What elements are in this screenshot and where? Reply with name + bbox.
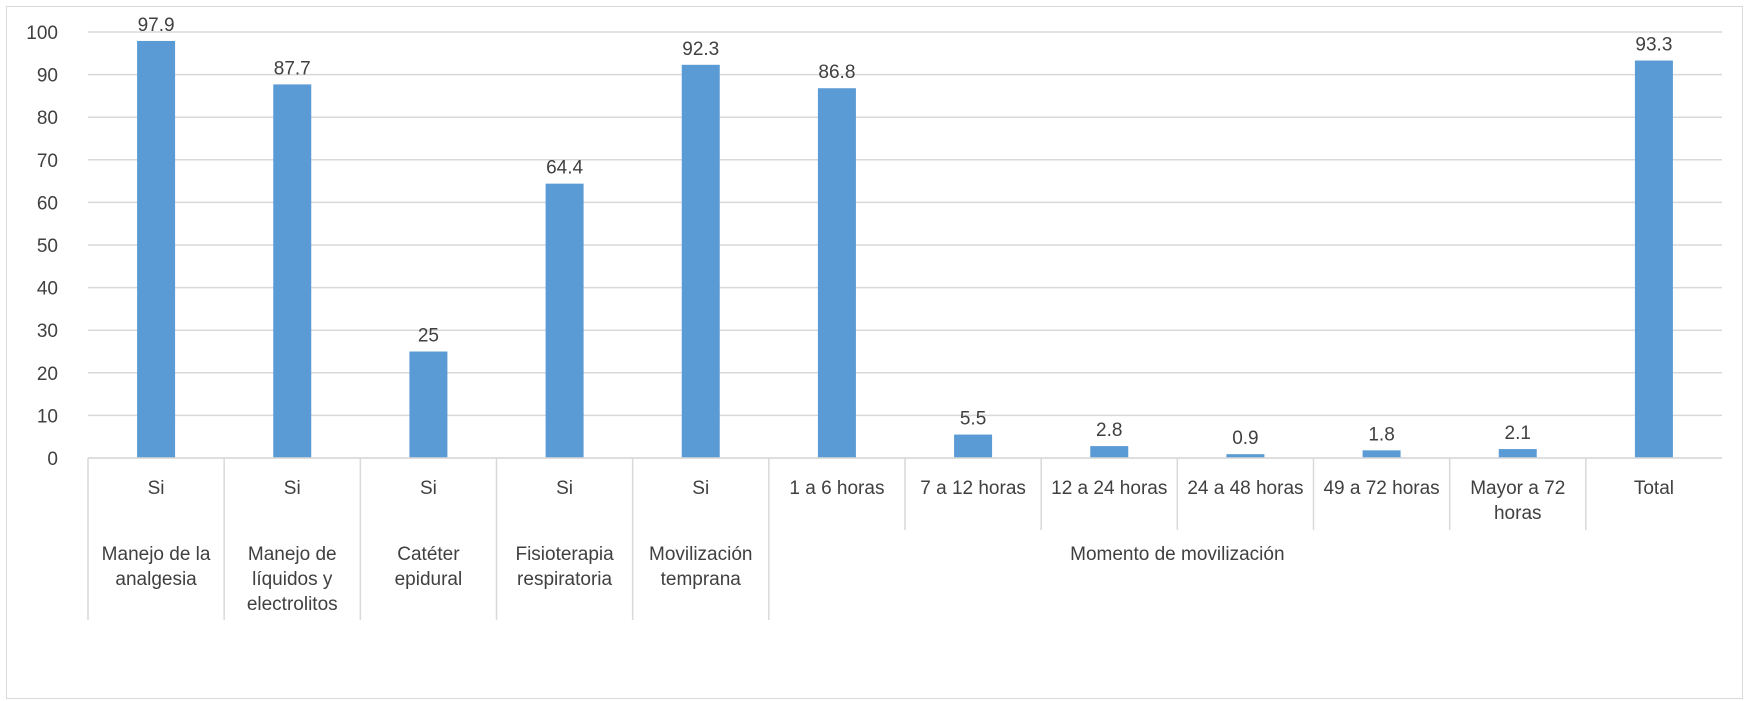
data-label: 25 bbox=[418, 326, 439, 347]
group-label: Manejo de la bbox=[102, 544, 211, 565]
y-tick-label: 10 bbox=[37, 406, 58, 427]
data-label: 64.4 bbox=[546, 158, 583, 179]
group-label: analgesia bbox=[115, 569, 197, 590]
gridlines bbox=[88, 31, 1722, 459]
chart-frame bbox=[6, 6, 1743, 699]
bar bbox=[137, 40, 176, 459]
y-tick-label: 30 bbox=[37, 321, 58, 342]
y-tick-label: 60 bbox=[37, 193, 58, 214]
x-tick-label: 7 a 12 horas bbox=[920, 478, 1026, 499]
group-label: temprana bbox=[661, 569, 742, 590]
data-label: 5.5 bbox=[960, 409, 986, 430]
bar bbox=[1226, 454, 1265, 458]
group-label: epidural bbox=[395, 569, 463, 590]
x-tick-label: Total bbox=[1634, 478, 1674, 499]
y-tick-label: 70 bbox=[37, 151, 58, 172]
bar bbox=[954, 434, 993, 458]
y-tick-label: 50 bbox=[37, 236, 58, 257]
group-label: líquidos y bbox=[252, 569, 333, 590]
y-tick-label: 40 bbox=[37, 279, 58, 300]
x-tick-label: 24 a 48 horas bbox=[1187, 478, 1303, 499]
x-axis: Manejo de la analgesia Manejo de líquidos y… bbox=[87, 457, 1722, 620]
group-label: electrolitos bbox=[247, 594, 338, 615]
x-tick-label: Si bbox=[284, 478, 301, 499]
data-label: 86.8 bbox=[818, 62, 855, 83]
bar bbox=[1090, 446, 1129, 458]
y-axis: 0 10 20 30 40 50 60 70 80 90 100 bbox=[26, 23, 58, 470]
bar bbox=[1498, 449, 1537, 458]
bar bbox=[817, 88, 856, 459]
group-label: respiratoria bbox=[517, 569, 612, 590]
group-label: Fisioterapia bbox=[515, 544, 614, 565]
data-label: 2.8 bbox=[1096, 420, 1122, 441]
y-tick-label: 80 bbox=[37, 108, 58, 129]
x-tick-label: 12 a 24 horas bbox=[1051, 478, 1167, 499]
x-tick-label: Mayor a 72 bbox=[1470, 478, 1565, 499]
x-tick-label: 1 a 6 horas bbox=[789, 478, 884, 499]
group-label: Manejo de bbox=[248, 544, 337, 565]
group-label: Movilización bbox=[649, 544, 752, 565]
bar bbox=[409, 351, 448, 458]
bar bbox=[681, 64, 720, 458]
bar bbox=[1634, 60, 1673, 459]
group-label: Momento de movilización bbox=[1070, 544, 1284, 565]
y-tick-label: 20 bbox=[37, 364, 58, 385]
bar bbox=[1362, 450, 1401, 458]
y-tick-label: 90 bbox=[37, 66, 58, 87]
x-tick-label: horas bbox=[1494, 503, 1542, 524]
bar bbox=[273, 84, 312, 458]
data-labels: 97.9 87.7 25 64.4 92.3 86.8 5.5 2.8 0.9 1.8 2.1 93.… bbox=[138, 15, 1673, 449]
y-tick-label: 0 bbox=[47, 449, 58, 470]
data-label: 92.3 bbox=[682, 39, 719, 60]
data-label: 93.3 bbox=[1635, 35, 1672, 56]
data-label: 97.9 bbox=[138, 15, 175, 36]
x-tick-label: Si bbox=[556, 478, 573, 499]
bars bbox=[137, 40, 1673, 459]
y-tick-label: 100 bbox=[26, 23, 58, 44]
data-label: 87.7 bbox=[274, 58, 311, 79]
data-label: 1.8 bbox=[1368, 424, 1394, 445]
group-label: Catéter bbox=[397, 544, 460, 565]
data-label: 2.1 bbox=[1505, 423, 1531, 444]
x-tick-label: Si bbox=[148, 478, 165, 499]
data-label: 0.9 bbox=[1232, 428, 1258, 449]
bar bbox=[545, 183, 584, 458]
x-tick-label: Si bbox=[420, 478, 437, 499]
x-tick-label: 49 a 72 horas bbox=[1323, 478, 1439, 499]
x-tick-label: Si bbox=[692, 478, 709, 499]
